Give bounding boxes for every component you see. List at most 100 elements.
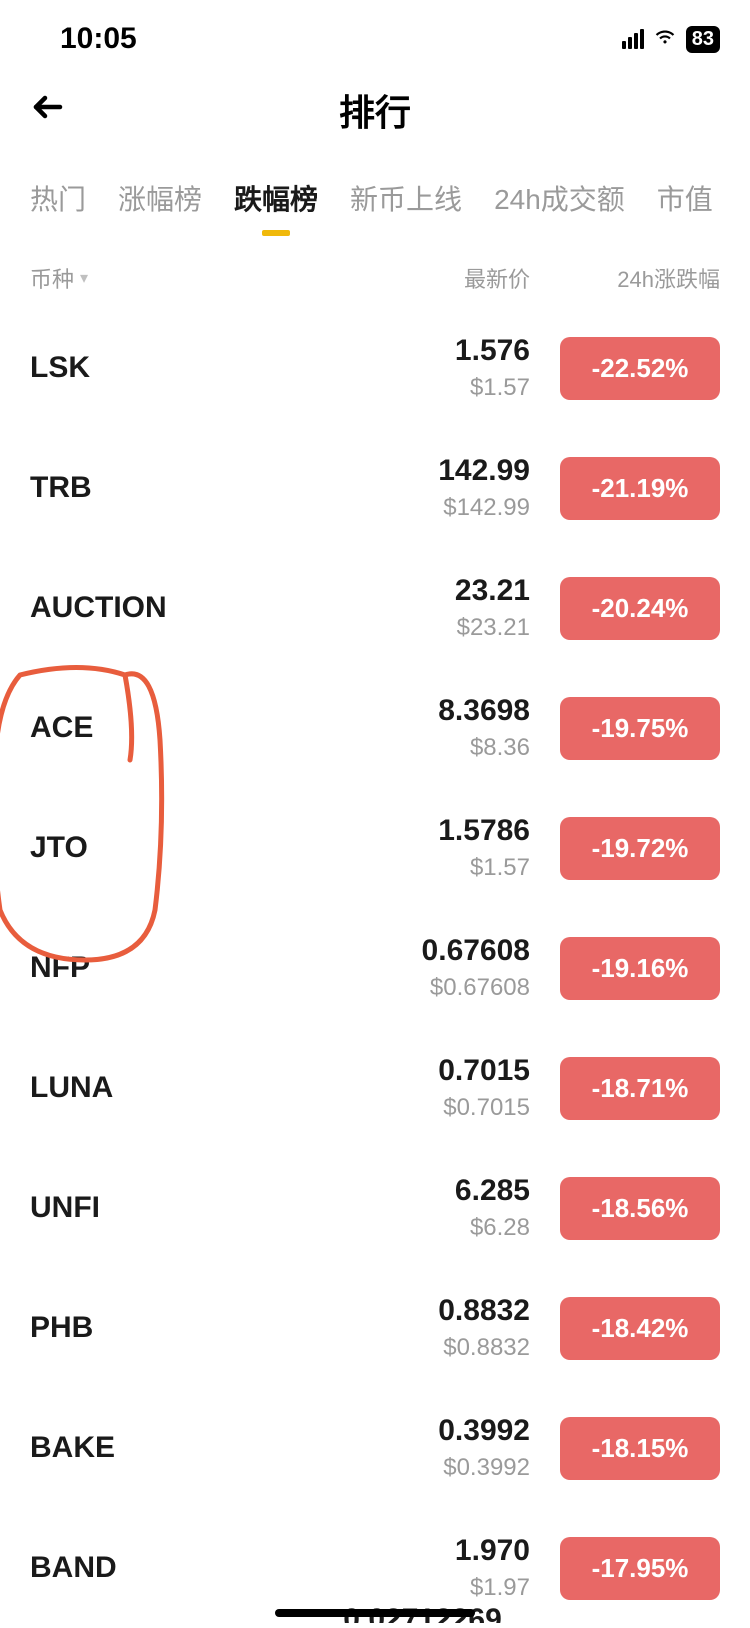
coin-price-col: 0.8832 $0.8832: [320, 1294, 530, 1362]
change-badge: -17.95%: [560, 1537, 720, 1600]
coin-price: 0.7015: [320, 1054, 530, 1088]
coin-row[interactable]: UNFI 6.285 $6.28 -18.56%: [30, 1148, 720, 1268]
coin-change-col: -20.24%: [530, 577, 720, 640]
coin-change-col: -19.75%: [530, 697, 720, 760]
change-badge: -18.56%: [560, 1177, 720, 1240]
coin-change-col: -19.72%: [530, 817, 720, 880]
coin-symbol: LUNA: [30, 1071, 320, 1105]
coin-change-col: -19.16%: [530, 937, 720, 1000]
change-badge: -18.42%: [560, 1297, 720, 1360]
coin-change-col: -18.71%: [530, 1057, 720, 1120]
coin-change-col: -22.52%: [530, 337, 720, 400]
coin-list: LSK 1.576 $1.57 -22.52% TRB 142.99 $142.…: [0, 308, 750, 1628]
tab-volume[interactable]: 24h成交额: [494, 178, 625, 236]
coin-symbol: BAND: [30, 1551, 320, 1585]
tab-new[interactable]: 新币上线: [350, 178, 462, 236]
coin-row[interactable]: JTO 1.5786 $1.57 -19.72%: [30, 788, 720, 908]
coin-row[interactable]: LSK 1.576 $1.57 -22.52%: [30, 308, 720, 428]
coin-symbol: AUCTION: [30, 591, 320, 625]
coin-price-usd: $0.3992: [320, 1454, 530, 1482]
column-change-label[interactable]: 24h涨跌幅: [530, 262, 720, 294]
coin-row[interactable]: ACE 8.3698 $8.36 -19.75%: [30, 668, 720, 788]
signal-icon: [622, 29, 644, 49]
coin-price-col: 1.970 $1.97: [320, 1534, 530, 1602]
coin-price-usd: $0.7015: [320, 1094, 530, 1122]
change-badge: -19.72%: [560, 817, 720, 880]
change-badge: -21.19%: [560, 457, 720, 520]
change-badge: -18.15%: [560, 1417, 720, 1480]
change-badge: -19.16%: [560, 937, 720, 1000]
coin-price: 8.3698: [320, 694, 530, 728]
coin-price-usd: $1.57: [320, 854, 530, 882]
coin-price: 142.99: [320, 454, 530, 488]
status-icons: 83: [622, 24, 720, 55]
coin-price: 0.8832: [320, 1294, 530, 1328]
coin-row[interactable]: NFP 0.67608 $0.67608 -19.16%: [30, 908, 720, 1028]
column-symbol[interactable]: 币种 ▾: [30, 262, 320, 294]
tab-gainers[interactable]: 涨幅榜: [118, 178, 202, 236]
coin-change-col: -18.42%: [530, 1297, 720, 1360]
tab-hot[interactable]: 热门: [30, 178, 86, 236]
coin-price: 6.285: [320, 1174, 530, 1208]
change-badge: -18.71%: [560, 1057, 720, 1120]
coin-price-col: 23.21 $23.21: [320, 574, 530, 642]
coin-price-usd: $6.28: [320, 1214, 530, 1242]
coin-price-col: 6.285 $6.28: [320, 1174, 530, 1242]
page-title: 排行: [339, 84, 411, 136]
coin-price-col: 1.5786 $1.57: [320, 814, 530, 882]
coin-price-col: 0.67608 $0.67608: [320, 934, 530, 1002]
coin-price-col: 142.99 $142.99: [320, 454, 530, 522]
coin-symbol: UNFI: [30, 1191, 320, 1225]
wifi-icon: [652, 24, 678, 55]
tab-losers[interactable]: 跌幅榜: [234, 178, 318, 236]
coin-change-col: -17.95%: [530, 1537, 720, 1600]
coin-price-usd: $8.36: [320, 734, 530, 762]
change-badge: -22.52%: [560, 337, 720, 400]
back-button[interactable]: [30, 89, 66, 132]
home-indicator[interactable]: [275, 1609, 475, 1617]
chevron-down-icon: ▾: [80, 268, 88, 288]
status-bar: 10:05 83: [0, 0, 750, 70]
coin-price-col: 1.576 $1.57: [320, 334, 530, 402]
coin-row[interactable]: AUCTION 23.21 $23.21 -20.24%: [30, 548, 720, 668]
columns-header: 币种 ▾ 最新价 24h涨跌幅: [0, 236, 750, 308]
tabs-bar: 热门 涨幅榜 跌幅榜 新币上线 24h成交额 市值: [0, 150, 750, 236]
coin-price: 1.576: [320, 334, 530, 368]
coin-price-col: 8.3698 $8.36: [320, 694, 530, 762]
coin-change-col: -18.56%: [530, 1177, 720, 1240]
change-badge: -19.75%: [560, 697, 720, 760]
column-symbol-label: 币种: [30, 262, 74, 294]
coin-symbol: NFP: [30, 951, 320, 985]
coin-row[interactable]: LUNA 0.7015 $0.7015 -18.71%: [30, 1028, 720, 1148]
coin-price: 0.67608: [320, 934, 530, 968]
coin-price-usd: $23.21: [320, 614, 530, 642]
coin-symbol: PHB: [30, 1311, 320, 1345]
coin-symbol: JTO: [30, 831, 320, 865]
nav-header: 排行: [0, 70, 750, 150]
coin-price-col: 0.7015 $0.7015: [320, 1054, 530, 1122]
coin-symbol: ACE: [30, 711, 320, 745]
column-price-label[interactable]: 最新价: [320, 262, 530, 294]
change-badge: -20.24%: [560, 577, 720, 640]
coin-price-usd: $1.97: [320, 1574, 530, 1602]
coin-change-col: -21.19%: [530, 457, 720, 520]
status-time: 10:05: [60, 22, 137, 56]
coin-price: 1.5786: [320, 814, 530, 848]
coin-price: 23.21: [320, 574, 530, 608]
coin-row[interactable]: PHB 0.8832 $0.8832 -18.42%: [30, 1268, 720, 1388]
coin-change-col: -18.15%: [530, 1417, 720, 1480]
tab-marketcap[interactable]: 市值: [657, 178, 713, 236]
coin-price-usd: $1.57: [320, 374, 530, 402]
coin-price-usd: $142.99: [320, 494, 530, 522]
coin-price-usd: $0.67608: [320, 974, 530, 1002]
coin-price-col: 0.3992 $0.3992: [320, 1414, 530, 1482]
coin-row[interactable]: BAKE 0.3992 $0.3992 -18.15%: [30, 1388, 720, 1508]
coin-symbol: LSK: [30, 351, 320, 385]
battery-indicator: 83: [686, 26, 720, 53]
coin-row[interactable]: TRB 142.99 $142.99 -21.19%: [30, 428, 720, 548]
coin-price: 1.970: [320, 1534, 530, 1568]
coin-price-usd: $0.8832: [320, 1334, 530, 1362]
coin-symbol: BAKE: [30, 1431, 320, 1465]
coin-symbol: TRB: [30, 471, 320, 505]
coin-price: 0.3992: [320, 1414, 530, 1448]
